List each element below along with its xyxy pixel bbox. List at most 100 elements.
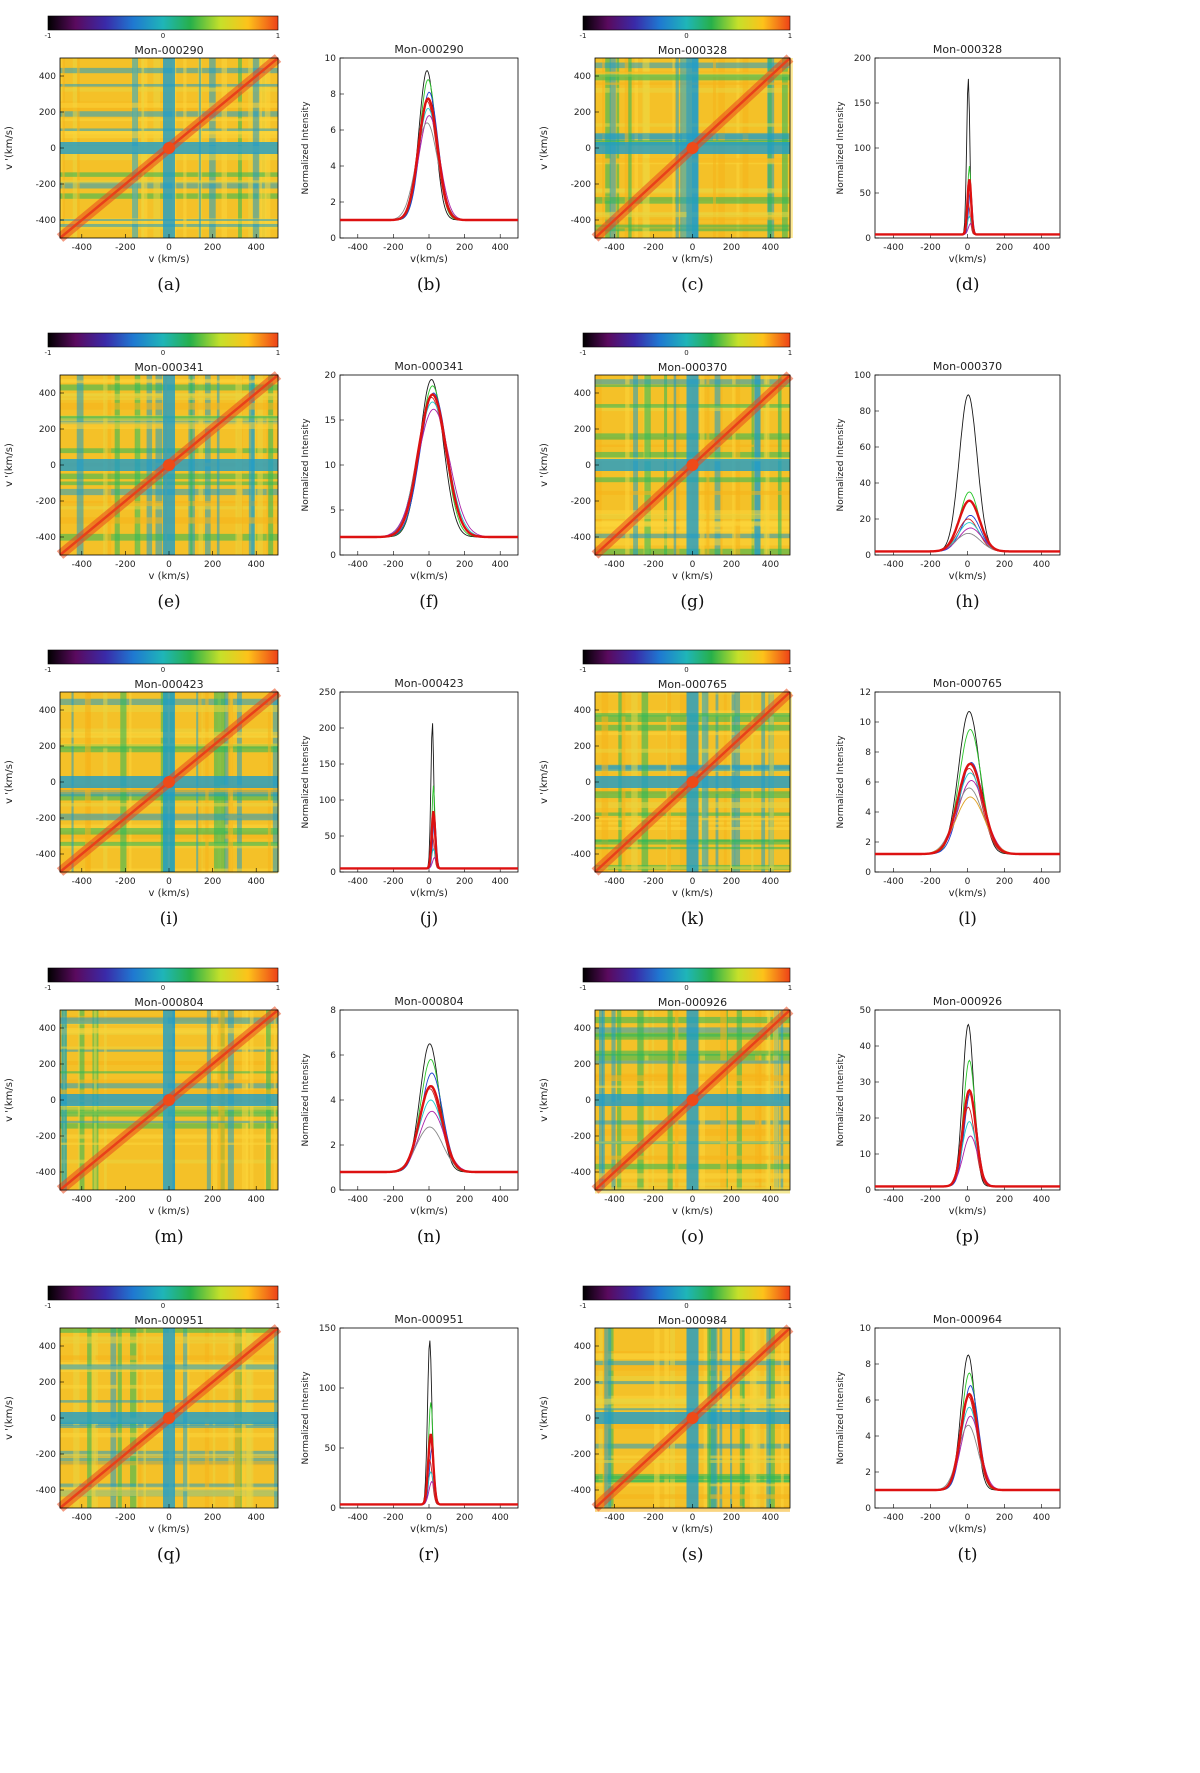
y-axis-label: v '(km/s) <box>4 126 15 170</box>
x-tick-label: -400 <box>604 877 625 887</box>
y-tick-label: 2 <box>865 838 871 848</box>
x-axis-label: v(km/s) <box>410 888 448 899</box>
y-tick-label: 6 <box>330 1051 336 1061</box>
y-tick-label: 0 <box>330 551 336 561</box>
panel-label: (o) <box>681 1227 705 1247</box>
panel-title: Mon-000370 <box>933 360 1002 373</box>
x-tick-label: -200 <box>643 560 664 570</box>
panel-title: Mon-000328 <box>933 43 1002 56</box>
mean-profile <box>340 1084 518 1174</box>
x-tick-label: 0 <box>166 243 172 253</box>
y-tick-label: -200 <box>36 180 57 190</box>
panel-title: Mon-000765 <box>658 678 727 691</box>
panel-g: -1 0 1 Mon-000370 -400 -200 0 200 400 -400 -200 0 20… <box>539 332 794 612</box>
y-tick-label: 30 <box>860 1078 872 1088</box>
x-tick-label: -400 <box>883 1195 904 1205</box>
y-tick-label: 0 <box>330 1186 336 1196</box>
matrix-center-spot <box>686 776 699 788</box>
y-tick-label: 5 <box>330 506 336 516</box>
x-tick-label: 0 <box>690 560 696 570</box>
panel-label: (f) <box>419 592 439 612</box>
x-tick-label: 0 <box>965 1195 971 1205</box>
x-tick-label: 200 <box>456 877 473 887</box>
y-tick-label: 0 <box>585 778 591 788</box>
colorbar-max-label: 1 <box>276 1302 280 1310</box>
mean-profile <box>875 1088 1060 1188</box>
colorbar-min-label: -1 <box>45 1302 52 1310</box>
y-tick-label: 200 <box>39 742 56 752</box>
x-axis-label: v (km/s) <box>672 888 713 899</box>
panel-title: Mon-000423 <box>134 678 203 691</box>
colorbar <box>47 967 279 983</box>
y-tick-label: 10 <box>860 1150 872 1160</box>
x-tick-label: -200 <box>643 1513 664 1523</box>
x-tick-label: 400 <box>492 1195 509 1205</box>
x-axis-label: v(km/s) <box>410 1206 448 1217</box>
y-tick-label: 40 <box>860 1042 872 1052</box>
colorbar <box>47 332 279 348</box>
y-tick-label: -400 <box>571 216 592 226</box>
panel-title: Mon-000370 <box>658 361 727 374</box>
x-tick-label: 400 <box>248 1195 265 1205</box>
y-tick-label: 20 <box>325 371 337 381</box>
y-axis-label: Normalized Intensity <box>301 735 311 829</box>
y-tick-label: 400 <box>574 389 591 399</box>
x-tick-label: 400 <box>248 1513 265 1523</box>
y-tick-label: 200 <box>574 425 591 435</box>
panel-title: Mon-000341 <box>134 361 203 374</box>
x-tick-label: 400 <box>248 877 265 887</box>
matrix-center-spot <box>163 1094 175 1106</box>
matrix-stripe <box>595 1505 790 1512</box>
x-tick-label: 200 <box>723 243 740 253</box>
colorbar <box>47 649 279 665</box>
panel-title: Mon-000926 <box>933 995 1002 1008</box>
y-tick-label: 0 <box>865 234 871 244</box>
colorbar-max-label: 1 <box>276 666 280 674</box>
y-tick-label: 200 <box>39 425 56 435</box>
colorbar-mid-label: 0 <box>161 666 165 674</box>
x-tick-label: -400 <box>348 877 369 887</box>
x-tick-label: 400 <box>762 1195 779 1205</box>
y-axis-label: v '(km/s) <box>4 1396 15 1440</box>
x-tick-label: 200 <box>204 560 221 570</box>
y-tick-label: 250 <box>319 688 336 698</box>
x-tick-label: 200 <box>723 1195 740 1205</box>
y-tick-label: 50 <box>860 1006 872 1016</box>
y-tick-label: 40 <box>860 479 872 489</box>
x-tick-label: -200 <box>383 243 404 253</box>
x-axis-label: v (km/s) <box>148 254 189 265</box>
x-tick-label: 0 <box>166 877 172 887</box>
y-tick-label: 50 <box>325 832 337 842</box>
x-tick-label: 200 <box>204 877 221 887</box>
y-tick-label: 20 <box>860 515 872 525</box>
y-tick-label: 10 <box>860 1324 872 1334</box>
matrix-center-spot <box>163 459 175 471</box>
x-tick-label: 200 <box>996 243 1013 253</box>
colorbar-max-label: 1 <box>788 1302 792 1310</box>
panel-e: -1 0 1 Mon-000341 -400 -200 0 200 400 -400 -200 0 20… <box>4 332 282 612</box>
x-tick-label: 0 <box>166 1513 172 1523</box>
panel-title: Mon-000951 <box>394 1313 463 1326</box>
x-axis-label: v(km/s) <box>949 254 987 265</box>
y-tick-label: 400 <box>39 1342 56 1352</box>
x-tick-label: 0 <box>426 877 432 887</box>
x-tick-label: -400 <box>72 560 93 570</box>
y-tick-label: 200 <box>574 1378 591 1388</box>
x-tick-label: 400 <box>492 877 509 887</box>
x-tick-label: 0 <box>965 877 971 887</box>
y-tick-label: 100 <box>854 371 871 381</box>
y-tick-label: 12 <box>860 688 871 698</box>
y-tick-label: 400 <box>39 706 56 716</box>
plot-frame <box>339 1009 519 1191</box>
panel-n: Mon-000804 0 2 4 6 8 -400 -200 0 200 400 v(km/s) Nor… <box>301 995 519 1247</box>
mean-profile <box>875 1392 1060 1492</box>
x-tick-label: 200 <box>996 560 1013 570</box>
x-tick-label: 400 <box>1033 1195 1050 1205</box>
x-tick-label: 0 <box>690 1513 696 1523</box>
x-tick-label: -400 <box>604 560 625 570</box>
mean-profile <box>875 179 1060 236</box>
y-tick-label: 0 <box>50 461 56 471</box>
x-tick-label: 200 <box>996 1195 1013 1205</box>
y-tick-label: 150 <box>319 760 336 770</box>
panel-label: (g) <box>680 592 704 612</box>
